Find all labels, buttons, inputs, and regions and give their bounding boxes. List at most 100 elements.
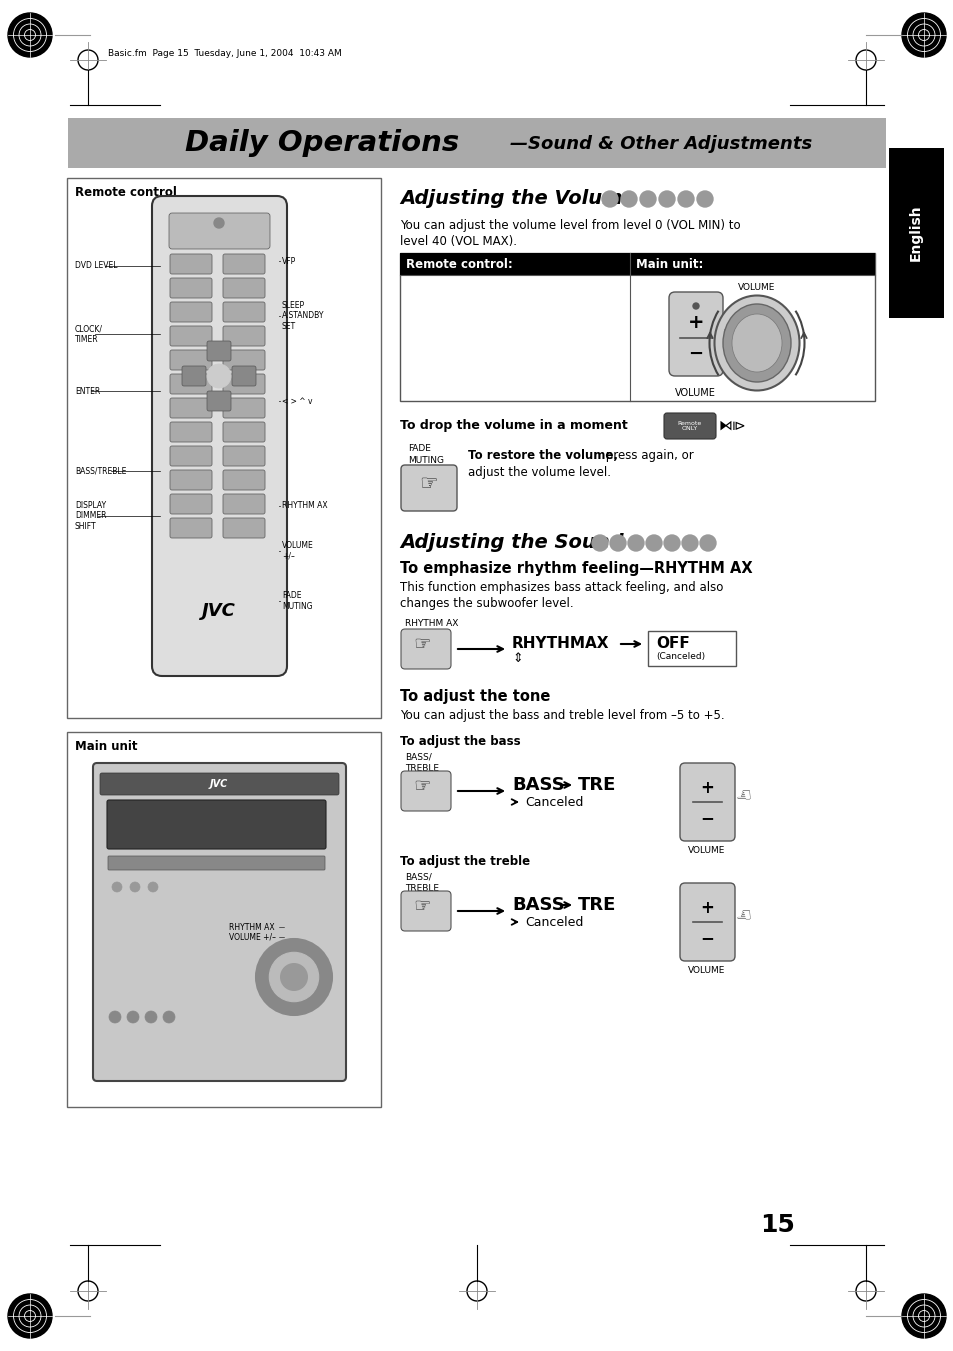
Text: RHYTHM AX: RHYTHM AX <box>282 501 327 511</box>
FancyBboxPatch shape <box>170 326 212 346</box>
FancyBboxPatch shape <box>223 517 265 538</box>
FancyBboxPatch shape <box>232 366 255 386</box>
Text: +: + <box>700 898 713 917</box>
Text: To emphasize rhythm feeling—RHYTHM AX: To emphasize rhythm feeling—RHYTHM AX <box>399 561 752 576</box>
Text: English: English <box>908 205 923 261</box>
Text: BASS: BASS <box>512 896 564 915</box>
Circle shape <box>639 190 656 207</box>
FancyBboxPatch shape <box>679 884 734 961</box>
Text: BASS: BASS <box>512 775 564 794</box>
Text: ☞: ☞ <box>413 777 430 796</box>
Text: VOLUME: VOLUME <box>688 966 725 975</box>
Circle shape <box>678 190 693 207</box>
Text: < > ^ v: < > ^ v <box>282 396 313 405</box>
Circle shape <box>659 190 675 207</box>
Text: To drop the volume in a moment: To drop the volume in a moment <box>399 420 627 432</box>
FancyBboxPatch shape <box>223 374 265 394</box>
Text: VOLUME
+/–: VOLUME +/– <box>282 542 314 561</box>
Circle shape <box>148 882 158 892</box>
FancyBboxPatch shape <box>223 303 265 322</box>
FancyBboxPatch shape <box>207 390 231 411</box>
Text: RHYTHM AX: RHYTHM AX <box>405 619 457 628</box>
FancyBboxPatch shape <box>223 254 265 274</box>
Text: Adjusting the Volume: Adjusting the Volume <box>399 189 635 208</box>
Text: TRE: TRE <box>578 896 616 915</box>
Circle shape <box>130 882 140 892</box>
Text: press again, or: press again, or <box>601 449 693 462</box>
Text: TREBLE: TREBLE <box>405 884 438 893</box>
Text: —Sound & Other Adjustments: —Sound & Other Adjustments <box>510 135 811 153</box>
Text: VOLUME: VOLUME <box>674 388 715 399</box>
Text: adjust the volume level.: adjust the volume level. <box>468 466 610 480</box>
FancyBboxPatch shape <box>223 446 265 466</box>
Text: JVC: JVC <box>210 780 228 789</box>
Circle shape <box>145 1011 157 1023</box>
Circle shape <box>627 535 643 551</box>
FancyBboxPatch shape <box>647 631 735 666</box>
FancyBboxPatch shape <box>152 196 287 676</box>
FancyBboxPatch shape <box>888 149 943 317</box>
Text: SLEEP
A.STANDBY
SET: SLEEP A.STANDBY SET <box>282 301 324 331</box>
FancyBboxPatch shape <box>223 278 265 299</box>
FancyBboxPatch shape <box>400 771 451 811</box>
Text: MUTING: MUTING <box>408 457 443 465</box>
Text: ☞: ☞ <box>413 897 430 916</box>
FancyBboxPatch shape <box>170 399 212 417</box>
Circle shape <box>109 1011 121 1023</box>
Circle shape <box>620 190 637 207</box>
Text: (Canceled): (Canceled) <box>656 653 704 662</box>
Text: TREBLE: TREBLE <box>405 765 438 773</box>
Text: CLOCK/
TIMER: CLOCK/ TIMER <box>75 324 103 343</box>
FancyBboxPatch shape <box>223 350 265 370</box>
Text: Main unit:: Main unit: <box>636 258 702 270</box>
Text: ⧑⧐: ⧑⧐ <box>719 419 746 434</box>
FancyBboxPatch shape <box>400 630 451 669</box>
Text: OFF: OFF <box>656 635 689 650</box>
FancyBboxPatch shape <box>170 278 212 299</box>
Text: VOLUME +/–: VOLUME +/– <box>229 932 275 942</box>
Circle shape <box>8 14 52 57</box>
Text: ☞: ☞ <box>721 324 738 342</box>
FancyBboxPatch shape <box>399 253 874 401</box>
Circle shape <box>692 303 699 309</box>
Text: −: − <box>700 929 713 947</box>
Text: To adjust the tone: To adjust the tone <box>399 689 550 704</box>
Text: BASS/: BASS/ <box>405 873 432 882</box>
Text: RHYTHMAX: RHYTHMAX <box>512 636 609 651</box>
Text: −: − <box>688 345 702 363</box>
FancyBboxPatch shape <box>108 857 325 870</box>
FancyBboxPatch shape <box>663 413 716 439</box>
FancyBboxPatch shape <box>170 470 212 490</box>
Text: Remote control:: Remote control: <box>406 258 512 270</box>
Circle shape <box>645 535 661 551</box>
FancyBboxPatch shape <box>182 366 206 386</box>
Text: You can adjust the bass and treble level from –5 to +5.: You can adjust the bass and treble level… <box>399 709 724 721</box>
Ellipse shape <box>731 313 781 372</box>
FancyBboxPatch shape <box>170 303 212 322</box>
Text: Remote control: Remote control <box>75 185 176 199</box>
FancyBboxPatch shape <box>107 800 326 848</box>
Text: JVC: JVC <box>202 603 235 620</box>
Text: To restore the volume,: To restore the volume, <box>468 449 618 462</box>
Text: BASS/TREBLE: BASS/TREBLE <box>75 466 126 476</box>
FancyBboxPatch shape <box>400 892 451 931</box>
Text: ☞: ☞ <box>732 784 748 802</box>
Circle shape <box>609 535 625 551</box>
FancyBboxPatch shape <box>207 340 231 361</box>
Text: ☞: ☞ <box>732 904 748 921</box>
Text: This function emphasizes bass attack feeling, and also: This function emphasizes bass attack fee… <box>399 581 722 594</box>
Text: Main unit: Main unit <box>75 739 137 753</box>
FancyBboxPatch shape <box>223 494 265 513</box>
Circle shape <box>681 535 698 551</box>
FancyBboxPatch shape <box>170 374 212 394</box>
Text: level 40 (VOL MAX).: level 40 (VOL MAX). <box>399 235 517 249</box>
Text: FADE: FADE <box>408 444 431 453</box>
Circle shape <box>592 535 607 551</box>
FancyBboxPatch shape <box>223 326 265 346</box>
Text: To adjust the treble: To adjust the treble <box>399 855 530 867</box>
FancyBboxPatch shape <box>68 118 885 168</box>
Text: +: + <box>700 780 713 797</box>
FancyBboxPatch shape <box>170 494 212 513</box>
Circle shape <box>901 14 945 57</box>
FancyBboxPatch shape <box>399 253 874 276</box>
